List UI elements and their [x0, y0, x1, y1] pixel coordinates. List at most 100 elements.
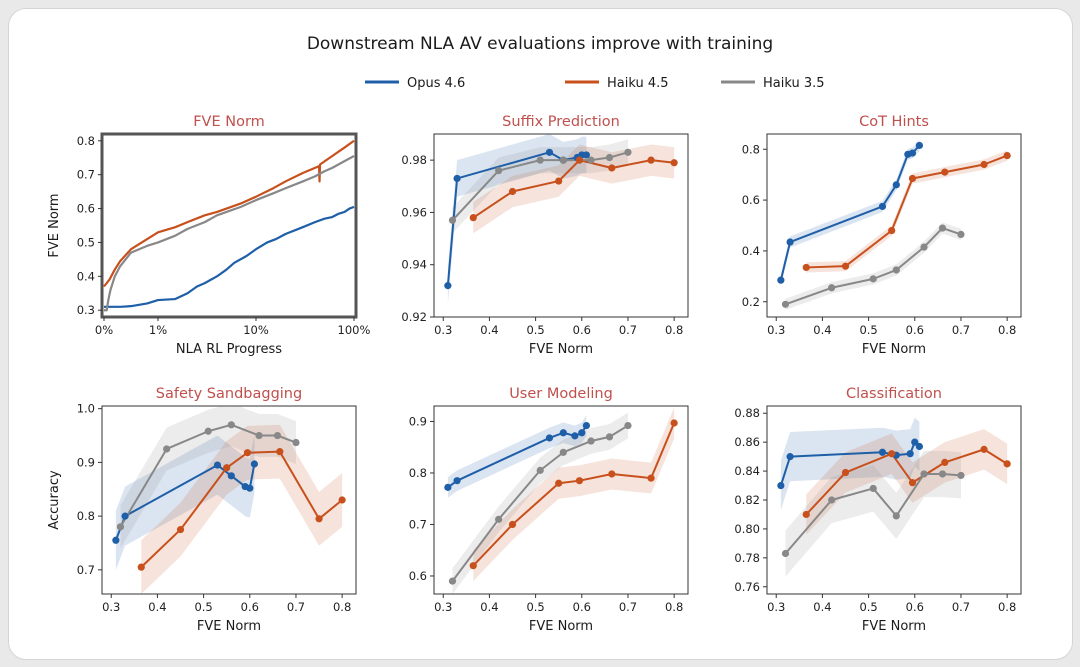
data-point-haiku-4-5 — [941, 458, 949, 466]
data-point-haiku-4-5 — [608, 164, 616, 172]
x-tick-label: 100% — [338, 323, 371, 337]
y-tick-label: 0.98 — [401, 153, 427, 167]
data-point-haiku-4-5 — [647, 156, 655, 164]
x-tick-label: 0.3 — [102, 600, 120, 614]
data-point-haiku-3-5 — [938, 224, 947, 232]
data-point-opus-4-6 — [578, 429, 586, 437]
data-point-haiku-3-5 — [116, 523, 125, 531]
confidence-band-haiku-3-5 — [120, 406, 296, 549]
y-tick-label: 0.7 — [77, 168, 95, 182]
x-axis-label: FVE Norm — [862, 619, 926, 634]
y-tick-label: 0.94 — [401, 258, 427, 272]
data-point-haiku-4-5 — [223, 464, 231, 472]
data-point-haiku-4-5 — [980, 445, 988, 453]
plot-frame — [433, 405, 689, 595]
data-point-opus-4-6 — [908, 149, 917, 157]
data-point-haiku-4-5 — [508, 520, 517, 529]
legend-label: Haiku 4.5 — [607, 76, 669, 91]
confidence-band-opus-4-6 — [115, 434, 255, 570]
data-point-opus-4-6 — [777, 481, 785, 490]
data-point-haiku-3-5 — [448, 216, 457, 224]
data-point-opus-4-6 — [112, 536, 120, 544]
data-point-haiku-3-5 — [559, 156, 567, 164]
chart-classification: Classification 0.3 0.4 0.5 0.6 0.7 0.8 0.76 0.78… — [734, 386, 1022, 634]
x-tick-label: 0.3 — [767, 600, 785, 614]
legend-label: Haiku 3.5 — [763, 76, 825, 91]
data-point-haiku-4-5 — [276, 448, 284, 456]
data-point-opus-4-6 — [250, 460, 258, 468]
data-point-haiku-3-5 — [828, 496, 836, 504]
y-axis-label: FVE Norm — [47, 193, 62, 257]
x-tick-label: 0.5 — [859, 600, 877, 614]
plot-frame — [766, 133, 1022, 318]
y-tick-label: 0.92 — [401, 310, 427, 324]
x-tick-label: 0.5 — [526, 600, 544, 614]
data-point-haiku-3-5 — [938, 470, 947, 478]
data-point-haiku-3-5 — [957, 230, 965, 238]
x-tick-label: 0.6 — [906, 600, 924, 614]
series-line-haiku-3-5 — [104, 155, 355, 312]
data-point-haiku-3-5 — [920, 470, 928, 478]
data-point-haiku-4-5 — [575, 477, 584, 485]
data-point-haiku-4-5 — [841, 262, 850, 270]
confidence-band-haiku-4-5 — [806, 150, 1008, 273]
x-tick-label: 0.3 — [434, 323, 452, 337]
figure-card: Downstream NLA AV evaluations improve wi… — [8, 8, 1073, 660]
data-point-haiku-3-5 — [828, 284, 836, 292]
y-tick-label: 0.7 — [77, 563, 95, 577]
data-point-haiku-4-5 — [980, 160, 988, 169]
data-point-opus-4-6 — [906, 450, 914, 458]
x-tick-label: 0.4 — [813, 323, 831, 337]
x-tick-label: 0.6 — [906, 323, 924, 337]
data-point-haiku-3-5 — [227, 421, 235, 429]
data-point-haiku-4-5 — [176, 525, 185, 534]
data-point-haiku-4-5 — [608, 470, 616, 478]
y-tick-label: 0.8 — [77, 134, 95, 148]
y-tick-label: 0.76 — [734, 580, 760, 594]
data-point-haiku-3-5 — [957, 471, 965, 480]
plot-frame — [100, 132, 358, 319]
data-point-haiku-3-5 — [559, 448, 567, 456]
data-point-haiku-3-5 — [587, 437, 595, 445]
data-point-haiku-3-5 — [892, 266, 900, 274]
x-tick-label: 0.7 — [619, 600, 637, 614]
x-tick-label: 0.8 — [998, 323, 1016, 337]
legend-label: Opus 4.6 — [407, 76, 465, 91]
x-tick-label: 0.7 — [952, 323, 970, 337]
data-point-haiku-4-5 — [1003, 460, 1011, 468]
panel-title: Classification — [846, 386, 942, 402]
y-tick-label: 0.5 — [77, 235, 95, 249]
chart-user-modeling: User Modeling 0.3 0.4 0.5 0.6 0.7 0.8 0.6 0.7 0.8… — [409, 386, 689, 634]
x-tick-label: 0.5 — [526, 323, 544, 337]
y-tick-label: 0.78 — [734, 551, 760, 565]
series-line-haiku-4-5 — [806, 154, 1008, 269]
data-point-opus-4-6 — [444, 483, 452, 491]
data-point-haiku-3-5 — [605, 433, 614, 441]
data-point-haiku-4-5 — [315, 515, 323, 523]
y-tick-label: 0.8 — [77, 509, 95, 523]
data-point-haiku-4-5 — [469, 214, 477, 222]
x-tick-label: 0.3 — [767, 323, 785, 337]
panel-title: Safety Sandbagging — [156, 386, 302, 402]
x-tick-label: 0.4 — [813, 600, 831, 614]
data-point-opus-4-6 — [582, 151, 591, 159]
data-point-haiku-4-5 — [802, 263, 810, 272]
legend-item-opus-4-6: Opus 4.6 — [365, 76, 465, 91]
x-axis-label: FVE Norm — [529, 342, 593, 357]
data-point-haiku-3-5 — [204, 427, 212, 435]
data-point-opus-4-6 — [786, 453, 794, 461]
y-tick-label: 0.96 — [401, 205, 427, 219]
data-point-haiku-4-5 — [841, 468, 850, 477]
legend-item-haiku-3-5: Haiku 3.5 — [721, 76, 825, 91]
data-point-opus-4-6 — [777, 276, 785, 284]
x-tick-label: 0.3 — [434, 600, 452, 614]
data-point-opus-4-6 — [571, 432, 579, 440]
data-point-haiku-4-5 — [888, 450, 896, 458]
data-point-opus-4-6 — [892, 181, 900, 189]
data-point-haiku-3-5 — [869, 484, 877, 493]
data-point-haiku-4-5 — [647, 474, 655, 482]
data-point-opus-4-6 — [878, 448, 887, 456]
y-tick-label: 0.6 — [409, 569, 427, 583]
x-tick-label: 0.6 — [573, 600, 591, 614]
chart-safety-sandbagging: Safety Sandbagging 0.3 0.4 0.5 0.6 0.7 0.8 0.7 0… — [47, 386, 357, 634]
